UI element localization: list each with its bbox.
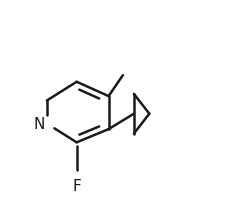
Text: F: F	[72, 179, 81, 194]
Text: N: N	[33, 117, 45, 132]
